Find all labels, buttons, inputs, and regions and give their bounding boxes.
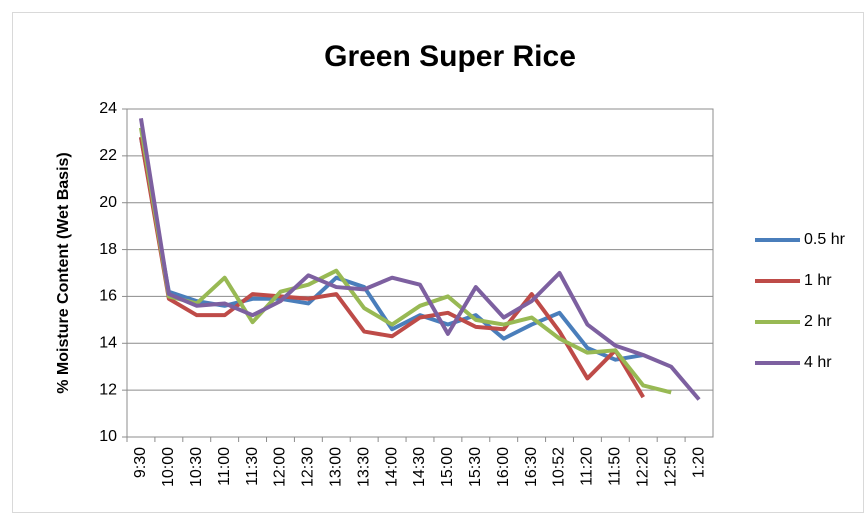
- legend-label: 2 hr: [804, 313, 832, 330]
- y-tick-label: 14: [99, 335, 117, 352]
- series-line: [138, 118, 701, 401]
- y-axis-label: % Moisture Content (Wet Basis): [55, 152, 72, 394]
- x-tick-label: 11:20: [579, 447, 596, 486]
- x-tick-label: 15:30: [467, 447, 484, 487]
- x-tick-label: 12:30: [300, 447, 317, 487]
- series-line: [138, 127, 672, 395]
- x-tick-label: 12:50: [662, 447, 679, 487]
- x-tick-label: 14:00: [383, 447, 400, 487]
- legend-label: 4 hr: [804, 354, 832, 371]
- chart-title: Green Super Rice: [324, 40, 576, 73]
- x-tick-label: 15:00: [439, 447, 456, 487]
- y-tick-label: 22: [99, 147, 117, 164]
- x-tick-label: 11:50: [607, 447, 624, 486]
- x-tick-label: 13:30: [355, 447, 372, 487]
- x-tick-label: 16:00: [495, 447, 512, 487]
- x-tick-label: 9:30: [132, 447, 149, 478]
- x-tick-label: 10:00: [160, 447, 177, 487]
- x-tick-label: 1:20: [690, 447, 707, 478]
- chart-frame: [12, 12, 864, 513]
- series-line: [138, 136, 644, 362]
- y-tick-label: 18: [99, 241, 117, 258]
- legend-label: 0.5 hr: [804, 231, 846, 248]
- y-tick-label: 10: [99, 428, 117, 445]
- y-tick-label: 16: [99, 288, 117, 305]
- x-tick-label: 13:00: [328, 447, 345, 487]
- y-tick-label: 12: [99, 381, 117, 398]
- x-tick-label: 10:52: [551, 447, 568, 487]
- x-tick-label: 12:00: [272, 447, 289, 487]
- y-tick-label: 24: [99, 100, 117, 117]
- x-tick-label: 12:20: [634, 447, 651, 487]
- legend-label: 1 hr: [804, 272, 832, 289]
- plot-border: [126, 108, 714, 438]
- x-tick-label: 10:30: [188, 447, 205, 487]
- x-tick-label: 11:00: [216, 447, 233, 486]
- y-tick-label: 20: [99, 194, 117, 211]
- series-line: [138, 136, 645, 399]
- x-tick-label: 14:30: [411, 447, 428, 487]
- x-tick-label: 11:30: [244, 447, 261, 486]
- x-tick-label: 16:30: [523, 447, 540, 487]
